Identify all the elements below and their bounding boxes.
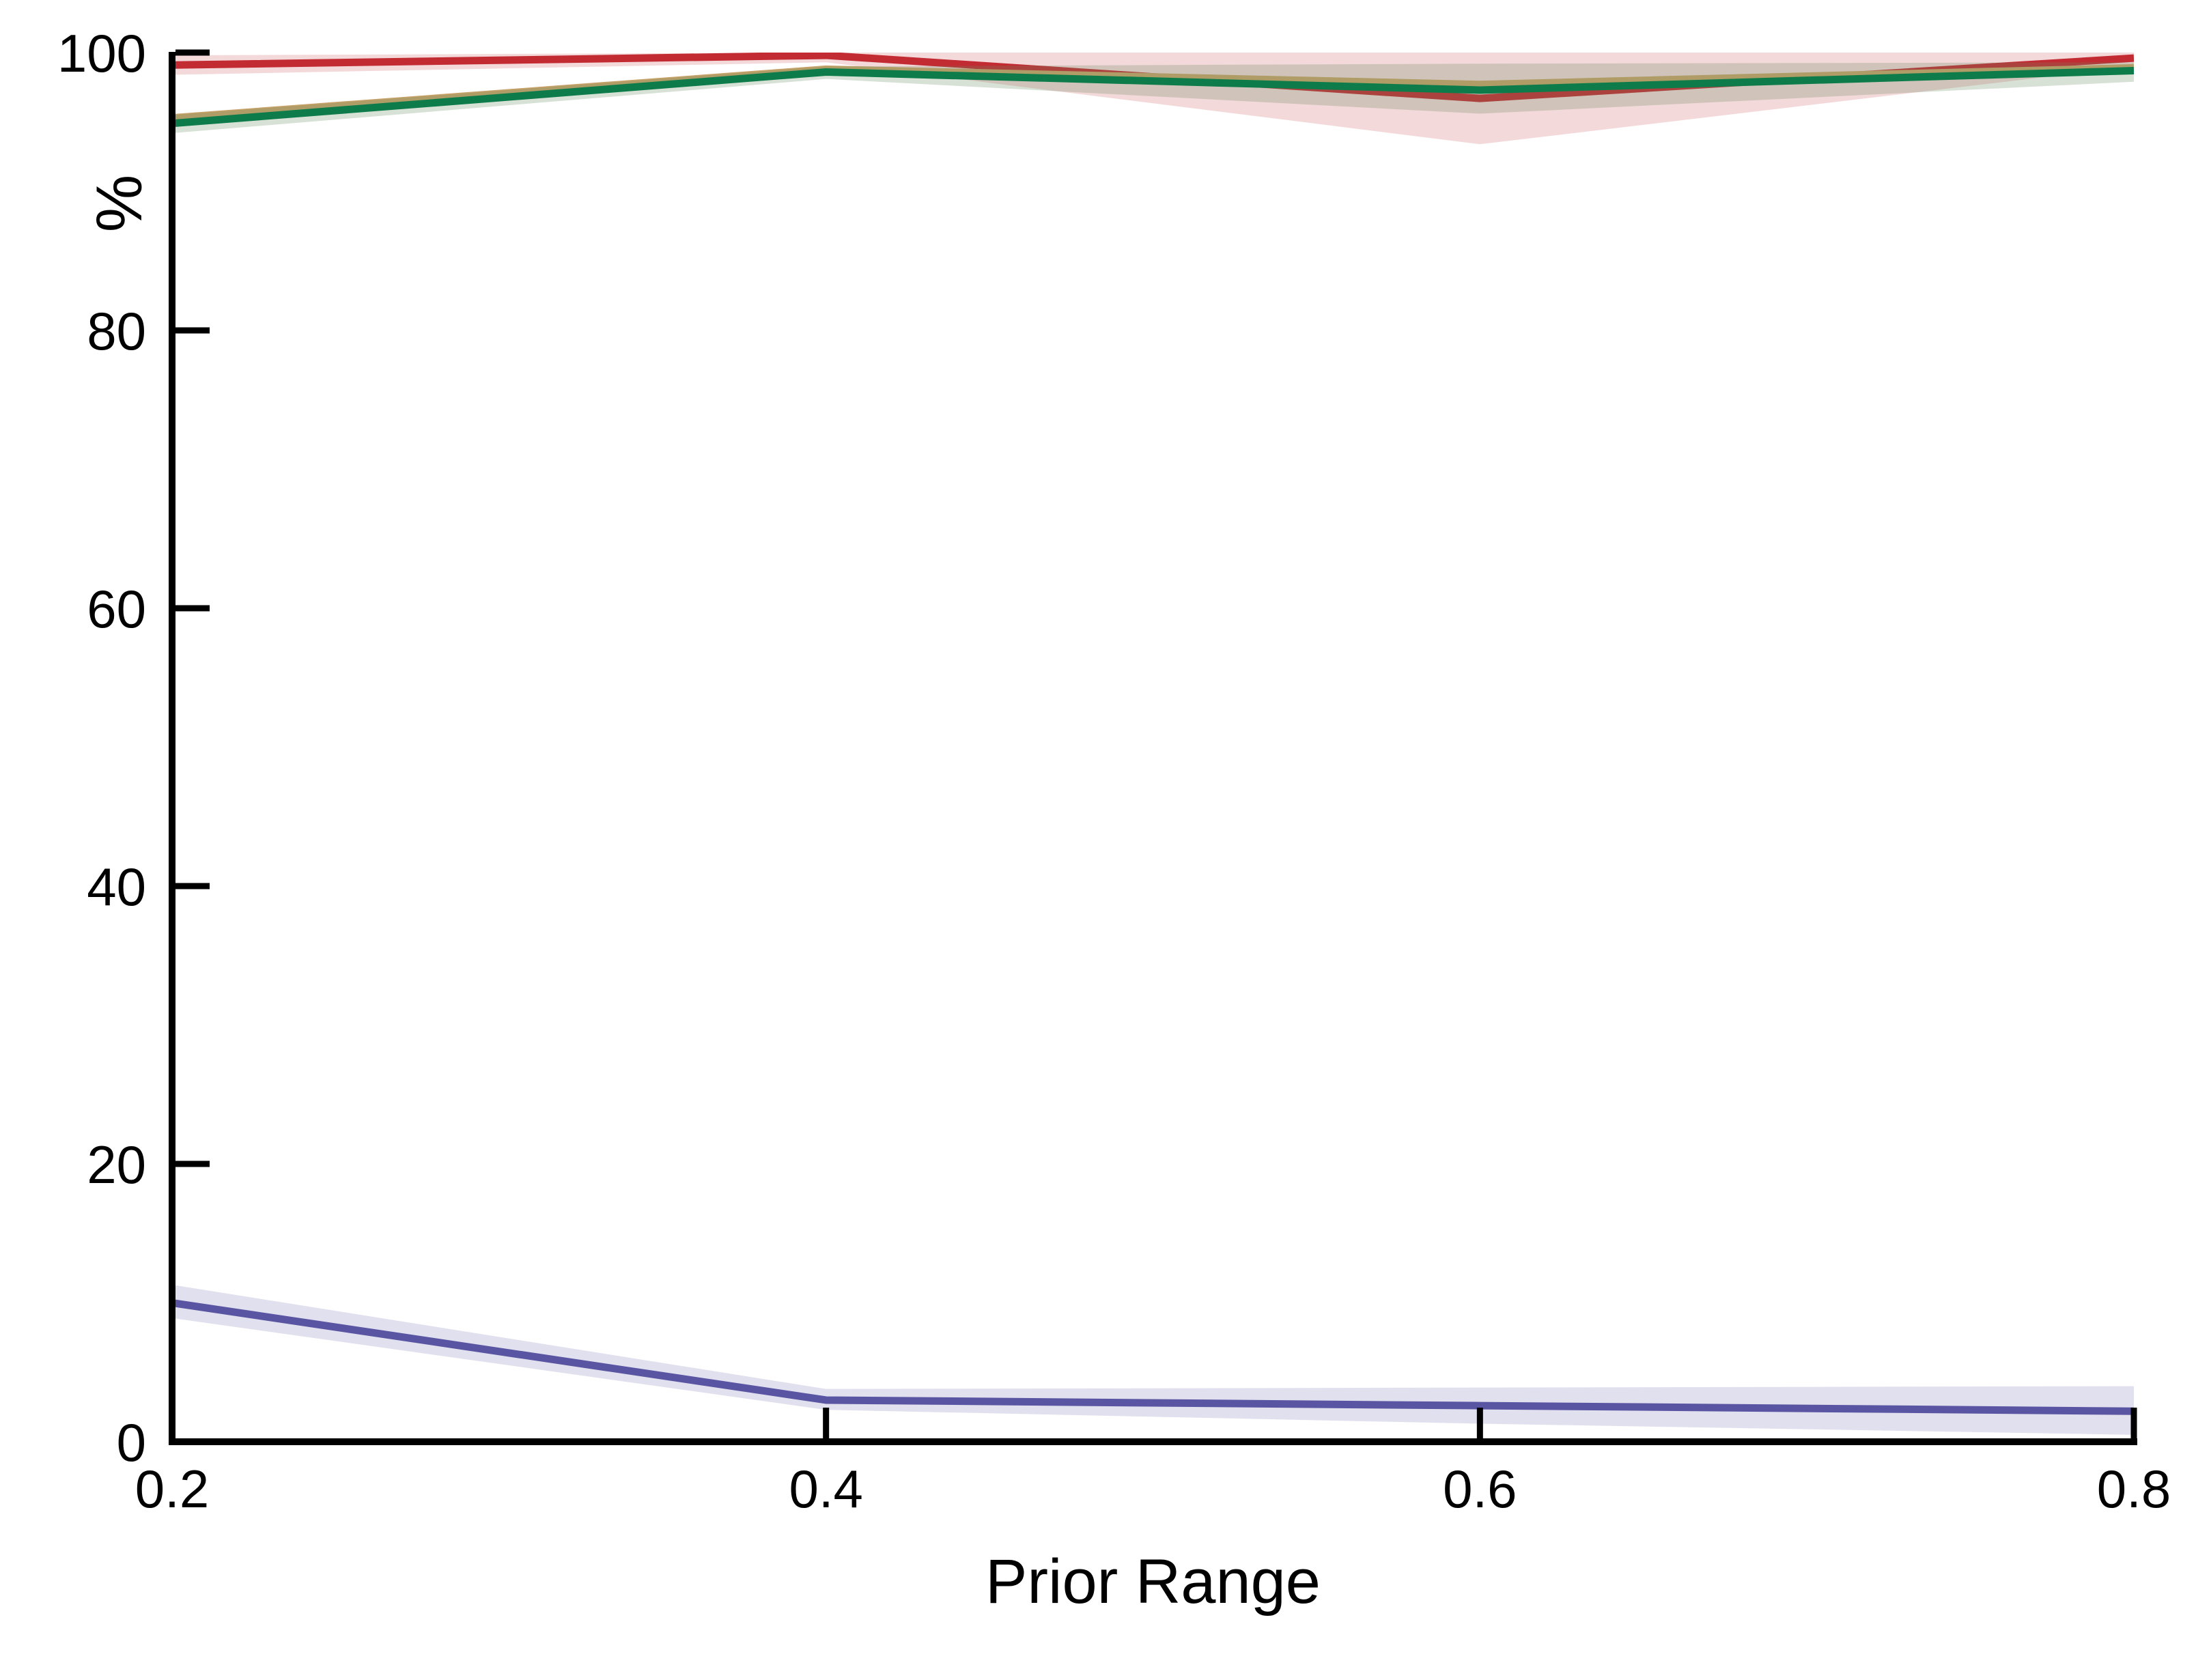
x-tick-label: 0.2 xyxy=(135,1459,209,1519)
series-band-red xyxy=(172,53,2134,145)
series-line-tan xyxy=(172,63,2134,122)
plot-area xyxy=(172,53,2134,1435)
y-tick-label: 0 xyxy=(117,1412,146,1472)
x-tick-label: 0.6 xyxy=(1443,1459,1517,1519)
series-band-purple xyxy=(172,1285,2134,1435)
series-band-green xyxy=(172,62,2134,134)
x-axis-title: Prior Range xyxy=(985,1547,1321,1617)
y-axis-title: % xyxy=(83,174,156,233)
x-tick-label: 0.8 xyxy=(2097,1459,2171,1519)
axes-spines xyxy=(169,52,2137,1445)
y-tick-label: 100 xyxy=(57,23,146,83)
y-tick-label: 80 xyxy=(87,301,146,361)
y-tick-label: 40 xyxy=(87,857,146,917)
series-line-green xyxy=(172,66,2134,128)
y-tick-label: 60 xyxy=(87,579,146,639)
series-line-purple xyxy=(172,1299,2134,1415)
x-tick-label: 0.4 xyxy=(789,1459,862,1519)
y-tick-label: 20 xyxy=(87,1135,146,1195)
